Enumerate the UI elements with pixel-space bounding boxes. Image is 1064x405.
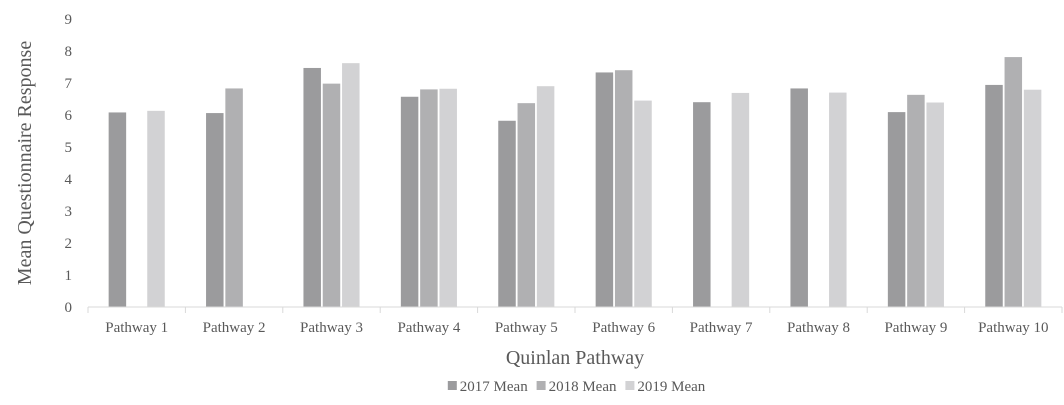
bar-pathway-4-2019-mean bbox=[439, 88, 457, 307]
x-tick-label-pathway-5: Pathway 5 bbox=[495, 320, 558, 336]
bar-pathway-7-2019-mean bbox=[731, 92, 750, 307]
x-tick-label-pathway-3: Pathway 3 bbox=[300, 320, 363, 336]
y-tick-label-9: 9 bbox=[65, 12, 73, 28]
x-tick-label-pathway-6: Pathway 6 bbox=[592, 320, 655, 336]
bar-pathway-10-2018-mean bbox=[1004, 57, 1023, 307]
bar-pathway-5-2018-mean bbox=[517, 103, 536, 307]
bar-pathway-3-2018-mean bbox=[322, 83, 341, 307]
x-tick-label-pathway-8: Pathway 8 bbox=[787, 320, 850, 336]
y-tick-label-5: 5 bbox=[65, 140, 73, 156]
bar-pathway-7-2017-mean bbox=[693, 102, 711, 307]
legend-label-2017-mean: 2017 Mean bbox=[460, 379, 528, 395]
x-tick-label-pathway-9: Pathway 9 bbox=[884, 320, 947, 336]
bar-pathway-2-2018-mean bbox=[225, 88, 243, 307]
x-tick-label-pathway-4: Pathway 4 bbox=[397, 320, 460, 336]
y-tick-label-0: 0 bbox=[65, 300, 73, 316]
y-axis-ticks: 0 1 2 3 4 5 6 7 8 9 bbox=[65, 12, 73, 316]
bar-pathway-4-2018-mean bbox=[420, 89, 438, 308]
bar-pathway-3-2017-mean bbox=[303, 67, 321, 308]
bar-pathway-8-2017-mean bbox=[790, 88, 808, 307]
y-tick-label-6: 6 bbox=[65, 108, 73, 124]
bar-pathway-6-2018-mean bbox=[614, 70, 633, 307]
bar-pathway-9-2017-mean bbox=[887, 112, 906, 308]
x-tick-label-pathway-2: Pathway 2 bbox=[203, 320, 266, 336]
y-tick-label-3: 3 bbox=[65, 204, 73, 220]
y-tick-label-8: 8 bbox=[65, 44, 73, 60]
bar-pathway-5-2017-mean bbox=[498, 120, 516, 307]
x-axis-ticks: Pathway 1 Pathway 2 Pathway 3 Pathway 4 Path… bbox=[87, 307, 1063, 336]
bar-pathway-10-2019-mean bbox=[1023, 89, 1042, 307]
bar-pathway-9-2019-mean bbox=[926, 102, 944, 308]
bar-pathway-6-2017-mean bbox=[595, 72, 614, 307]
bar-pathway-4-2017-mean bbox=[400, 96, 419, 307]
bar-pathway-8-2019-mean bbox=[829, 92, 847, 307]
x-tick-label-pathway-10: Pathway 10 bbox=[978, 320, 1048, 336]
bar-pathway-3-2019-mean bbox=[342, 63, 360, 307]
y-tick-label-2: 2 bbox=[65, 236, 73, 252]
x-tick-label-pathway-1: Pathway 1 bbox=[105, 320, 168, 336]
chart-bars bbox=[108, 57, 1042, 308]
legend-swatch-2017-mean bbox=[447, 381, 457, 390]
bar-pathway-1-2017-mean bbox=[108, 112, 127, 307]
legend-swatch-2019-mean bbox=[625, 381, 635, 390]
bar-pathway-9-2018-mean bbox=[907, 94, 925, 307]
bar-pathway-5-2019-mean bbox=[536, 86, 555, 307]
x-tick-label-pathway-7: Pathway 7 bbox=[690, 320, 753, 336]
bar-pathway-2-2017-mean bbox=[206, 113, 224, 307]
legend-label-2019-mean: 2019 Mean bbox=[637, 379, 705, 395]
y-axis-title: Mean Questionnaire Response bbox=[14, 41, 36, 286]
y-tick-label-4: 4 bbox=[65, 172, 73, 188]
bar-pathway-6-2019-mean bbox=[634, 100, 652, 307]
y-tick-label-1: 1 bbox=[65, 268, 73, 284]
y-tick-label-7: 7 bbox=[65, 76, 73, 92]
bar-pathway-1-2019-mean bbox=[147, 110, 165, 307]
legend: 2017 Mean 2018 Mean 2019 Mean bbox=[447, 379, 706, 395]
legend-swatch-2018-mean bbox=[536, 381, 546, 390]
legend-label-2018-mean: 2018 Mean bbox=[549, 379, 617, 395]
bar-pathway-10-2017-mean bbox=[985, 84, 1003, 307]
x-axis-title: Quinlan Pathway bbox=[506, 347, 644, 369]
